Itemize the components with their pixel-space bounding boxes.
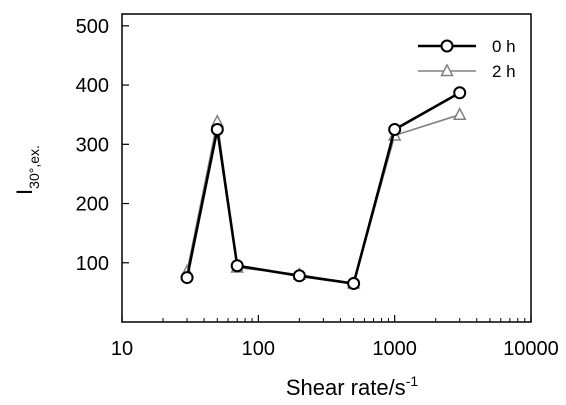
legend-item: 2 h [418,62,516,81]
data-point [292,269,306,283]
y-axis-label-subscript: 30°,ex. [26,145,42,189]
data-point [452,107,467,120]
x-axis-label-text: Shear rate/s [286,375,406,400]
series-line [185,91,461,285]
legend-label: 2 h [492,62,516,81]
data-point [347,277,361,290]
legend-label: 0 h [492,37,516,56]
data-point [210,123,224,136]
y-axis: 100 200 300 400 500 [76,16,129,275]
y-tick-label: 400 [76,75,109,97]
legend-marker [440,39,454,53]
x-tick-label: 10000 [503,338,559,360]
legend: 0 h2 h [418,37,516,81]
data-point [388,123,402,136]
data-point [453,86,467,100]
x-axis: 10 100 1000 10000 [111,315,559,360]
y-tick-label: 300 [76,134,109,156]
plot-frame [121,13,532,323]
x-axis-label: Shear rate/s-1 [286,373,419,400]
data-point [180,271,194,285]
y-axis-label-text: I [12,189,37,195]
series-layer [180,86,467,290]
y-tick-label: 100 [76,253,109,275]
series-2-h [180,107,467,289]
y-tick-label: 500 [76,16,109,38]
x-axis-label-superscript: -1 [406,373,419,389]
x-tick-label: 10 [111,338,133,360]
legend-item: 0 h [418,37,516,56]
data-point [230,259,244,273]
x-tick-label: 1000 [372,338,417,360]
y-axis-label: I30°,ex. [12,145,42,195]
legend-marker [440,63,454,77]
series-0-h [180,86,467,290]
x-tick-label: 100 [242,338,275,360]
y-tick-label: 200 [76,194,109,216]
